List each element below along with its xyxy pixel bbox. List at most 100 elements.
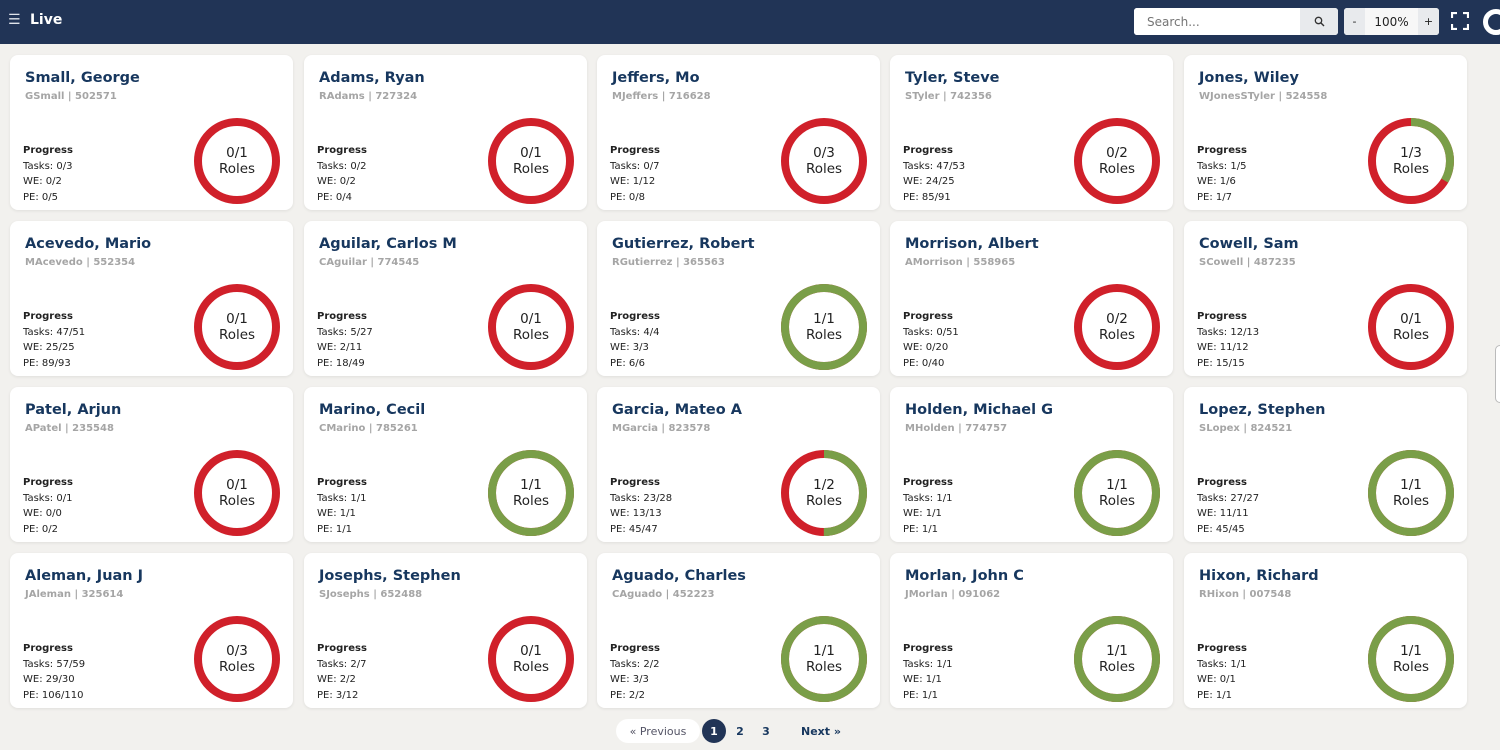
employee-card[interactable]: Acevedo, Mario MAcevedo | 552354 Progres… (10, 221, 293, 376)
employee-name[interactable]: Morrison, Albert (905, 236, 1039, 252)
roles-label: Roles (805, 161, 843, 177)
employee-card[interactable]: Marino, Cecil CMarino | 785261 Progress … (304, 387, 587, 542)
employee-card[interactable]: Holden, Michael G MHolden | 774757 Progr… (890, 387, 1173, 542)
roles-count: 0/2 (1106, 145, 1128, 161)
we-count: WE: 1/1 (317, 508, 356, 520)
pe-count: PE: 106/110 (23, 690, 84, 702)
employee-card[interactable]: Lopez, Stephen SLopex | 824521 Progress … (1184, 387, 1467, 542)
employee-name[interactable]: Cowell, Sam (1199, 236, 1299, 252)
roles-label: Roles (1098, 161, 1136, 177)
employee-card[interactable]: Morlan, John C JMorlan | 091062 Progress… (890, 553, 1173, 708)
progress-summary: Progress Tasks: 57/59 WE: 29/30 PE: 106/… (23, 641, 85, 704)
employee-name[interactable]: Tyler, Steve (905, 70, 1000, 86)
employee-card[interactable]: Small, George GSmall | 502571 Progress T… (10, 55, 293, 210)
employee-card[interactable]: Jones, Wiley WJonesSTyler | 524558 Progr… (1184, 55, 1467, 210)
tasks-count: Tasks: 0/2 (317, 160, 367, 172)
user-avatar[interactable] (1483, 9, 1500, 35)
employee-card[interactable]: Aguilar, Carlos M CAguilar | 774545 Prog… (304, 221, 587, 376)
employee-name[interactable]: Marino, Cecil (319, 402, 426, 418)
ring-complete-arc (1368, 450, 1454, 536)
progress-heading: Progress (23, 477, 73, 488)
employee-card[interactable]: Aguado, Charles CAguado | 452223 Progres… (597, 553, 880, 708)
roles-count: 0/1 (1400, 311, 1422, 327)
fullscreen-icon[interactable] (1451, 12, 1469, 30)
employee-name[interactable]: Garcia, Mateo A (612, 402, 742, 418)
progress-heading: Progress (610, 145, 660, 156)
employee-card[interactable]: Gutierrez, Robert RGutierrez | 365563 Pr… (597, 221, 880, 376)
we-count: WE: 11/11 (1197, 508, 1249, 520)
employee-card[interactable]: Morrison, Albert AMorrison | 558965 Prog… (890, 221, 1173, 376)
roles-count: 0/1 (520, 145, 542, 161)
employee-card[interactable]: Aleman, Juan J JAleman | 325614 Progress… (10, 553, 293, 708)
employee-name[interactable]: Holden, Michael G (905, 402, 1054, 418)
pe-count: PE: 18/49 (317, 358, 365, 370)
we-count: WE: 1/12 (610, 176, 656, 188)
zoom-out-button[interactable]: - (1344, 8, 1365, 35)
employee-card[interactable]: Josephs, Stephen SJosephs | 652488 Progr… (304, 553, 587, 708)
employee-name[interactable]: Acevedo, Mario (25, 236, 152, 252)
roles-label: Roles (218, 161, 256, 177)
employee-name[interactable]: Aleman, Juan J (25, 568, 144, 584)
roles-label: Roles (512, 327, 550, 343)
employee-name[interactable]: Aguado, Charles (612, 568, 746, 584)
employee-card[interactable]: Garcia, Mateo A MGarcia | 823578 Progres… (597, 387, 880, 542)
search-input[interactable] (1134, 8, 1299, 35)
roles-progress-ring: 0/3 Roles (193, 615, 281, 703)
page-1-button[interactable]: 1 (702, 719, 726, 743)
zoom-level: 100% (1374, 14, 1409, 29)
pe-count: PE: 0/8 (610, 192, 645, 204)
progress-heading: Progress (317, 643, 367, 654)
employee-name[interactable]: Jones, Wiley (1199, 70, 1299, 86)
previous-button[interactable]: « Previous (616, 719, 700, 743)
we-count: WE: 3/3 (610, 342, 649, 354)
employee-id: JAleman | 325614 (25, 589, 124, 600)
progress-heading: Progress (317, 145, 367, 156)
progress-heading: Progress (903, 643, 953, 654)
employee-card[interactable]: Cowell, Sam SCowell | 487235 Progress Ta… (1184, 221, 1467, 376)
we-count: WE: 24/25 (903, 176, 955, 188)
employee-name[interactable]: Gutierrez, Robert (612, 236, 755, 252)
roles-progress-ring: 0/1 Roles (193, 117, 281, 205)
roles-count: 0/1 (520, 643, 542, 659)
progress-heading: Progress (903, 477, 953, 488)
zoom-in-button[interactable]: + (1418, 8, 1439, 35)
page-2-button[interactable]: 2 (736, 724, 744, 738)
we-count: WE: 0/2 (317, 176, 356, 188)
search-button[interactable] (1300, 8, 1338, 35)
progress-summary: Progress Tasks: 4/4 WE: 3/3 PE: 6/6 (610, 309, 660, 372)
employee-name[interactable]: Hixon, Richard (1199, 568, 1319, 584)
ring-complete-arc (1368, 118, 1454, 204)
employee-name[interactable]: Patel, Arjun (25, 402, 122, 418)
menu-icon[interactable]: ☰ (8, 12, 21, 28)
progress-heading: Progress (1197, 311, 1247, 322)
side-scroll-handle[interactable] (1495, 345, 1500, 403)
employee-card[interactable]: Tyler, Steve STyler | 742356 Progress Ta… (890, 55, 1173, 210)
pe-count: PE: 45/47 (610, 524, 658, 536)
tasks-count: Tasks: 0/3 (23, 160, 73, 172)
employee-name[interactable]: Adams, Ryan (319, 70, 425, 86)
ring-complete-arc (1074, 450, 1160, 536)
employee-card[interactable]: Hixon, Richard RHixon | 007548 Progress … (1184, 553, 1467, 708)
employee-name[interactable]: Lopez, Stephen (1199, 402, 1326, 418)
pe-count: PE: 2/2 (610, 690, 645, 702)
employee-name[interactable]: Aguilar, Carlos M (319, 236, 457, 252)
tasks-count: Tasks: 2/7 (317, 658, 367, 670)
pe-count: PE: 6/6 (610, 358, 645, 370)
employee-name[interactable]: Morlan, John C (905, 568, 1024, 584)
roles-count: 1/1 (1106, 477, 1128, 493)
employee-name[interactable]: Jeffers, Mo (612, 70, 700, 86)
progress-summary: Progress Tasks: 27/27 WE: 11/11 PE: 45/4… (1197, 475, 1259, 538)
next-button[interactable]: Next » (801, 724, 841, 738)
roles-label: Roles (805, 493, 843, 509)
employee-card[interactable]: Patel, Arjun APatel | 235548 Progress Ta… (10, 387, 293, 542)
ring-incomplete-arc (488, 284, 574, 370)
employee-name[interactable]: Josephs, Stephen (319, 568, 461, 584)
we-count: WE: 29/30 (23, 674, 75, 686)
employee-card[interactable]: Jeffers, Mo MJeffers | 716628 Progress T… (597, 55, 880, 210)
employee-name[interactable]: Small, George (25, 70, 140, 86)
employee-card[interactable]: Adams, Ryan RAdams | 727324 Progress Tas… (304, 55, 587, 210)
page-3-button[interactable]: 3 (762, 724, 770, 738)
roles-progress-ring: 0/2 Roles (1073, 283, 1161, 371)
progress-heading: Progress (23, 311, 73, 322)
roles-progress-ring: 0/1 Roles (193, 283, 281, 371)
